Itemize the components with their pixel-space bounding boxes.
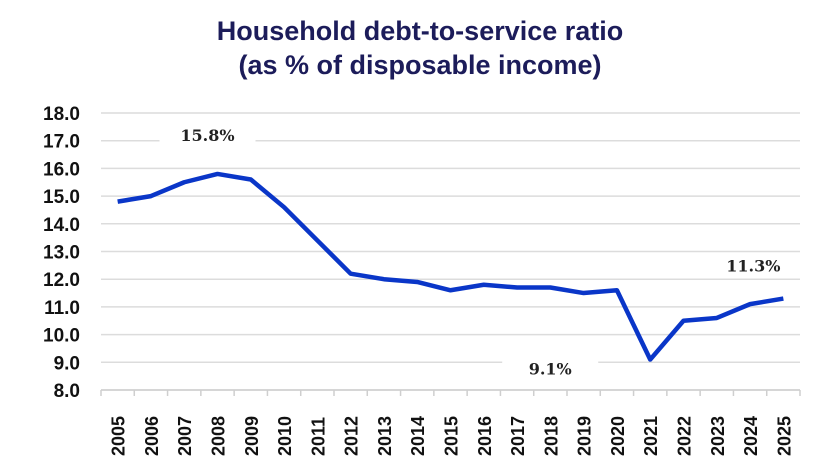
title-line-1: Household debt-to-service ratio (216, 16, 624, 46)
y-tick-label: 12.0 (43, 270, 80, 291)
x-tick-label: 2022 (675, 416, 695, 456)
y-tick-label: 10.0 (43, 326, 80, 347)
annotation-background (502, 355, 599, 380)
x-tick-label: 2012 (342, 416, 362, 456)
x-tick-label: 2021 (641, 416, 661, 456)
y-tick-label: 15.0 (43, 187, 80, 208)
y-tick-label: 16.0 (43, 159, 80, 180)
x-tick-label: 2005 (109, 416, 129, 456)
x-tick-label: 2010 (275, 416, 295, 456)
series-line (117, 171, 784, 362)
x-tick-label: 2016 (475, 416, 495, 456)
x-tick-label: 2025 (774, 416, 794, 456)
y-tick-label: 14.0 (43, 215, 80, 236)
y-tick-label: 17.0 (43, 132, 80, 153)
y-tick-label: 8.0 (54, 381, 80, 402)
y-tick-label: 11.0 (44, 298, 80, 319)
x-tick-label: 2017 (508, 416, 528, 456)
title-line-2: (as % of disposable income) (238, 50, 602, 80)
x-tick-label: 2024 (741, 416, 761, 456)
x-tick-label: 2013 (375, 416, 395, 456)
chart-title: Household debt-to-service ratio (as % of… (0, 14, 840, 82)
x-tick-label: 2019 (575, 416, 595, 456)
x-tick-label: 2020 (608, 416, 628, 456)
x-tick-label: 2023 (708, 416, 728, 456)
data-label: 15.8% (180, 126, 234, 145)
x-tick-label: 2018 (541, 416, 561, 456)
annotation-background (705, 252, 802, 277)
x-tick-label: 2008 (209, 416, 229, 456)
data-label: 9.1% (529, 360, 572, 379)
annotation-background (159, 121, 256, 146)
x-tick-label: 2007 (175, 416, 195, 456)
y-tick-label: 9.0 (54, 353, 80, 374)
y-tick-label: 18.0 (43, 104, 80, 125)
x-tick-label: 2006 (142, 416, 162, 456)
x-tick-label: 2011 (308, 417, 328, 456)
x-tick-label: 2014 (408, 416, 428, 456)
x-tick-label: 2015 (442, 416, 462, 456)
x-tick-label: 2009 (242, 416, 262, 456)
y-tick-label: 13.0 (43, 243, 80, 264)
data-label: 11.3% (726, 257, 780, 276)
